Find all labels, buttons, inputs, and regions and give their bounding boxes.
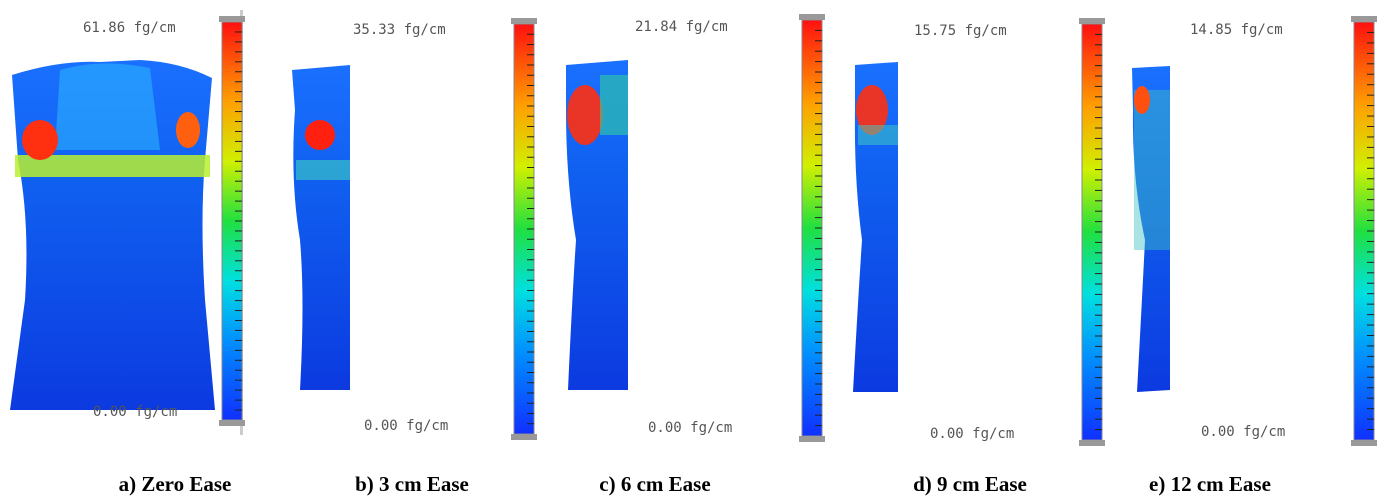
colorbar-cap <box>219 16 245 22</box>
caption: d) 9 cm Ease <box>913 472 1027 496</box>
caption: c) 6 cm Ease <box>599 472 710 496</box>
max-label: 35.33 fg/cm <box>353 22 446 38</box>
garment-e <box>1132 66 1170 392</box>
caption: b) 3 cm Ease <box>355 472 469 496</box>
garment-d <box>853 62 898 392</box>
min-label: 0.00 fg/cm <box>1201 424 1285 440</box>
caption: e) 12 cm Ease <box>1149 472 1271 496</box>
colorbar-cap <box>1079 18 1105 24</box>
colorbar-cap <box>511 18 537 24</box>
garment-b <box>292 65 350 390</box>
garment-c <box>566 60 628 390</box>
colorbar-cap <box>1079 440 1105 446</box>
max-label: 14.85 fg/cm <box>1190 22 1283 38</box>
min-label: 0.00 fg/cm <box>93 404 177 420</box>
max-label: 61.86 fg/cm <box>83 20 176 36</box>
colorbar-cap <box>219 420 245 426</box>
colorbar-cap <box>511 434 537 440</box>
figure: 61.86 fg/cm 0.00 fg/cm a) Zero Ease 35.3… <box>0 0 1394 500</box>
max-label: 21.84 fg/cm <box>635 19 728 35</box>
caption: a) Zero Ease <box>119 472 232 496</box>
min-label: 0.00 fg/cm <box>648 420 732 436</box>
colorbar-cap <box>799 436 825 442</box>
min-label: 0.00 fg/cm <box>930 426 1014 442</box>
colorbar-cap <box>1351 16 1377 22</box>
panels: 61.86 fg/cm 0.00 fg/cm a) Zero Ease 35.3… <box>83 19 1285 496</box>
min-label: 0.00 fg/cm <box>364 418 448 434</box>
colorbar-cap <box>1351 440 1377 446</box>
max-label: 15.75 fg/cm <box>914 23 1007 39</box>
colorbar-cap <box>799 14 825 20</box>
garment-a <box>10 10 243 435</box>
